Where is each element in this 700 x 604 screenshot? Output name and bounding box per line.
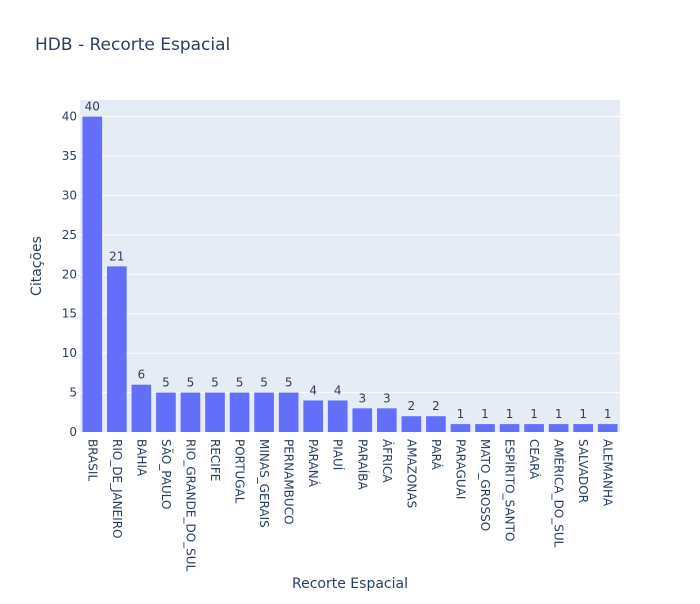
bar-value-label: 6: [138, 368, 146, 382]
bar: [229, 392, 250, 432]
bar: [548, 424, 569, 432]
bar-value-label: 2: [432, 399, 440, 413]
x-tick-label: ESPÍRITO_SANTO: [503, 439, 518, 541]
bar-value-label: 2: [408, 399, 416, 413]
y-tick-label: 35: [62, 149, 77, 163]
x-tick-label: SÃO_PAULO: [159, 439, 174, 509]
x-tick-label: MATO_GROSSO: [478, 439, 492, 531]
bar: [327, 400, 348, 432]
bar-value-label: 5: [260, 376, 268, 390]
bar-value-label: 3: [383, 391, 391, 405]
x-tick-label: RIO_GRANDE_DO_SUL: [183, 439, 197, 572]
bar: [597, 424, 618, 432]
bar-value-label: 1: [530, 407, 538, 421]
x-tick-label: BRASIL: [85, 439, 99, 481]
x-tick-label: PIAUÍ: [331, 439, 346, 471]
x-tick-label: MINAS_GERAIS: [257, 439, 271, 528]
y-tick-label: 30: [62, 188, 77, 202]
bar: [303, 400, 323, 432]
y-tick-label: 5: [69, 386, 77, 400]
x-tick-label: RIO_DE_JANEIRO: [110, 439, 124, 539]
bar-value-label: 21: [109, 249, 124, 263]
x-tick-label: PARANÁ: [306, 439, 321, 488]
bar: [426, 416, 446, 432]
bar-value-label: 1: [555, 407, 563, 421]
bar-value-label: 40: [85, 100, 100, 114]
bar-value-label: 1: [506, 407, 514, 421]
bar-value-label: 5: [285, 376, 293, 390]
bar: [107, 266, 127, 432]
x-tick-label: CEARÁ: [527, 439, 542, 480]
bar-value-label: 1: [481, 407, 489, 421]
x-tick-label: AMAZONAS: [404, 439, 418, 508]
x-tick-label: ÁFRICA: [380, 439, 395, 483]
x-tick-label: SALVADOR: [576, 439, 590, 503]
x-axis-title: Recorte Espacial: [292, 576, 408, 592]
bar-value-label: 1: [604, 407, 612, 421]
x-tick-label: ALEMANHA: [601, 439, 615, 507]
bar-value-label: 3: [358, 391, 366, 405]
y-axis-title: Citações: [29, 236, 45, 296]
y-axis-ticks: 0 5 10 15 20 25 30 35 40: [62, 110, 77, 439]
bar-value-label: 5: [211, 376, 219, 390]
y-tick-label: 0: [69, 425, 77, 439]
x-tick-label: RECIFE: [208, 439, 222, 481]
bar: [573, 424, 593, 432]
bar: [450, 424, 471, 432]
chart-title: HDB - Recorte Espacial: [35, 35, 230, 55]
bar: [401, 416, 422, 432]
bar: [131, 384, 152, 432]
bar: [205, 392, 225, 432]
bar: [352, 408, 373, 432]
x-tick-label: PARÁ: [429, 439, 444, 471]
bar: [156, 392, 176, 432]
x-tick-label: PORTUGAL: [233, 439, 247, 504]
bar: [254, 392, 274, 432]
x-tick-label: BAHIA: [134, 439, 148, 477]
bar: [524, 424, 544, 432]
x-tick-label: PARAGUAI: [453, 439, 467, 499]
bar-value-label: 4: [334, 383, 342, 397]
bar-value-label: 5: [162, 376, 170, 390]
bar-value-label: 1: [579, 407, 587, 421]
x-tick-label: PARAÍBA: [355, 439, 370, 491]
y-tick-label: 25: [62, 228, 77, 242]
y-tick-label: 40: [62, 110, 77, 124]
y-tick-label: 15: [62, 307, 77, 321]
y-tick-label: 10: [62, 346, 77, 360]
bars: [82, 116, 618, 432]
bar: [377, 408, 397, 432]
gridlines: [80, 116, 620, 394]
bar-value-label: 5: [187, 376, 195, 390]
bar: [278, 392, 299, 432]
x-tick-label: AMÉRICA_DO_SUL: [552, 439, 567, 548]
bar: [82, 116, 103, 432]
bar: [180, 392, 201, 432]
bar: [499, 424, 520, 432]
bar-value-label: 1: [457, 407, 465, 421]
bar-value-label: 4: [309, 383, 317, 397]
y-tick-label: 20: [62, 267, 77, 281]
x-tick-label: PERNAMBUCO: [282, 439, 296, 525]
plot-background: [80, 100, 620, 432]
bar: [475, 424, 495, 432]
x-axis-ticks: BRASIL RIO_DE_JANEIRO BAHIA SÃO_PAULO RIO_GR…: [85, 439, 614, 572]
bar-value-label: 5: [236, 376, 244, 390]
